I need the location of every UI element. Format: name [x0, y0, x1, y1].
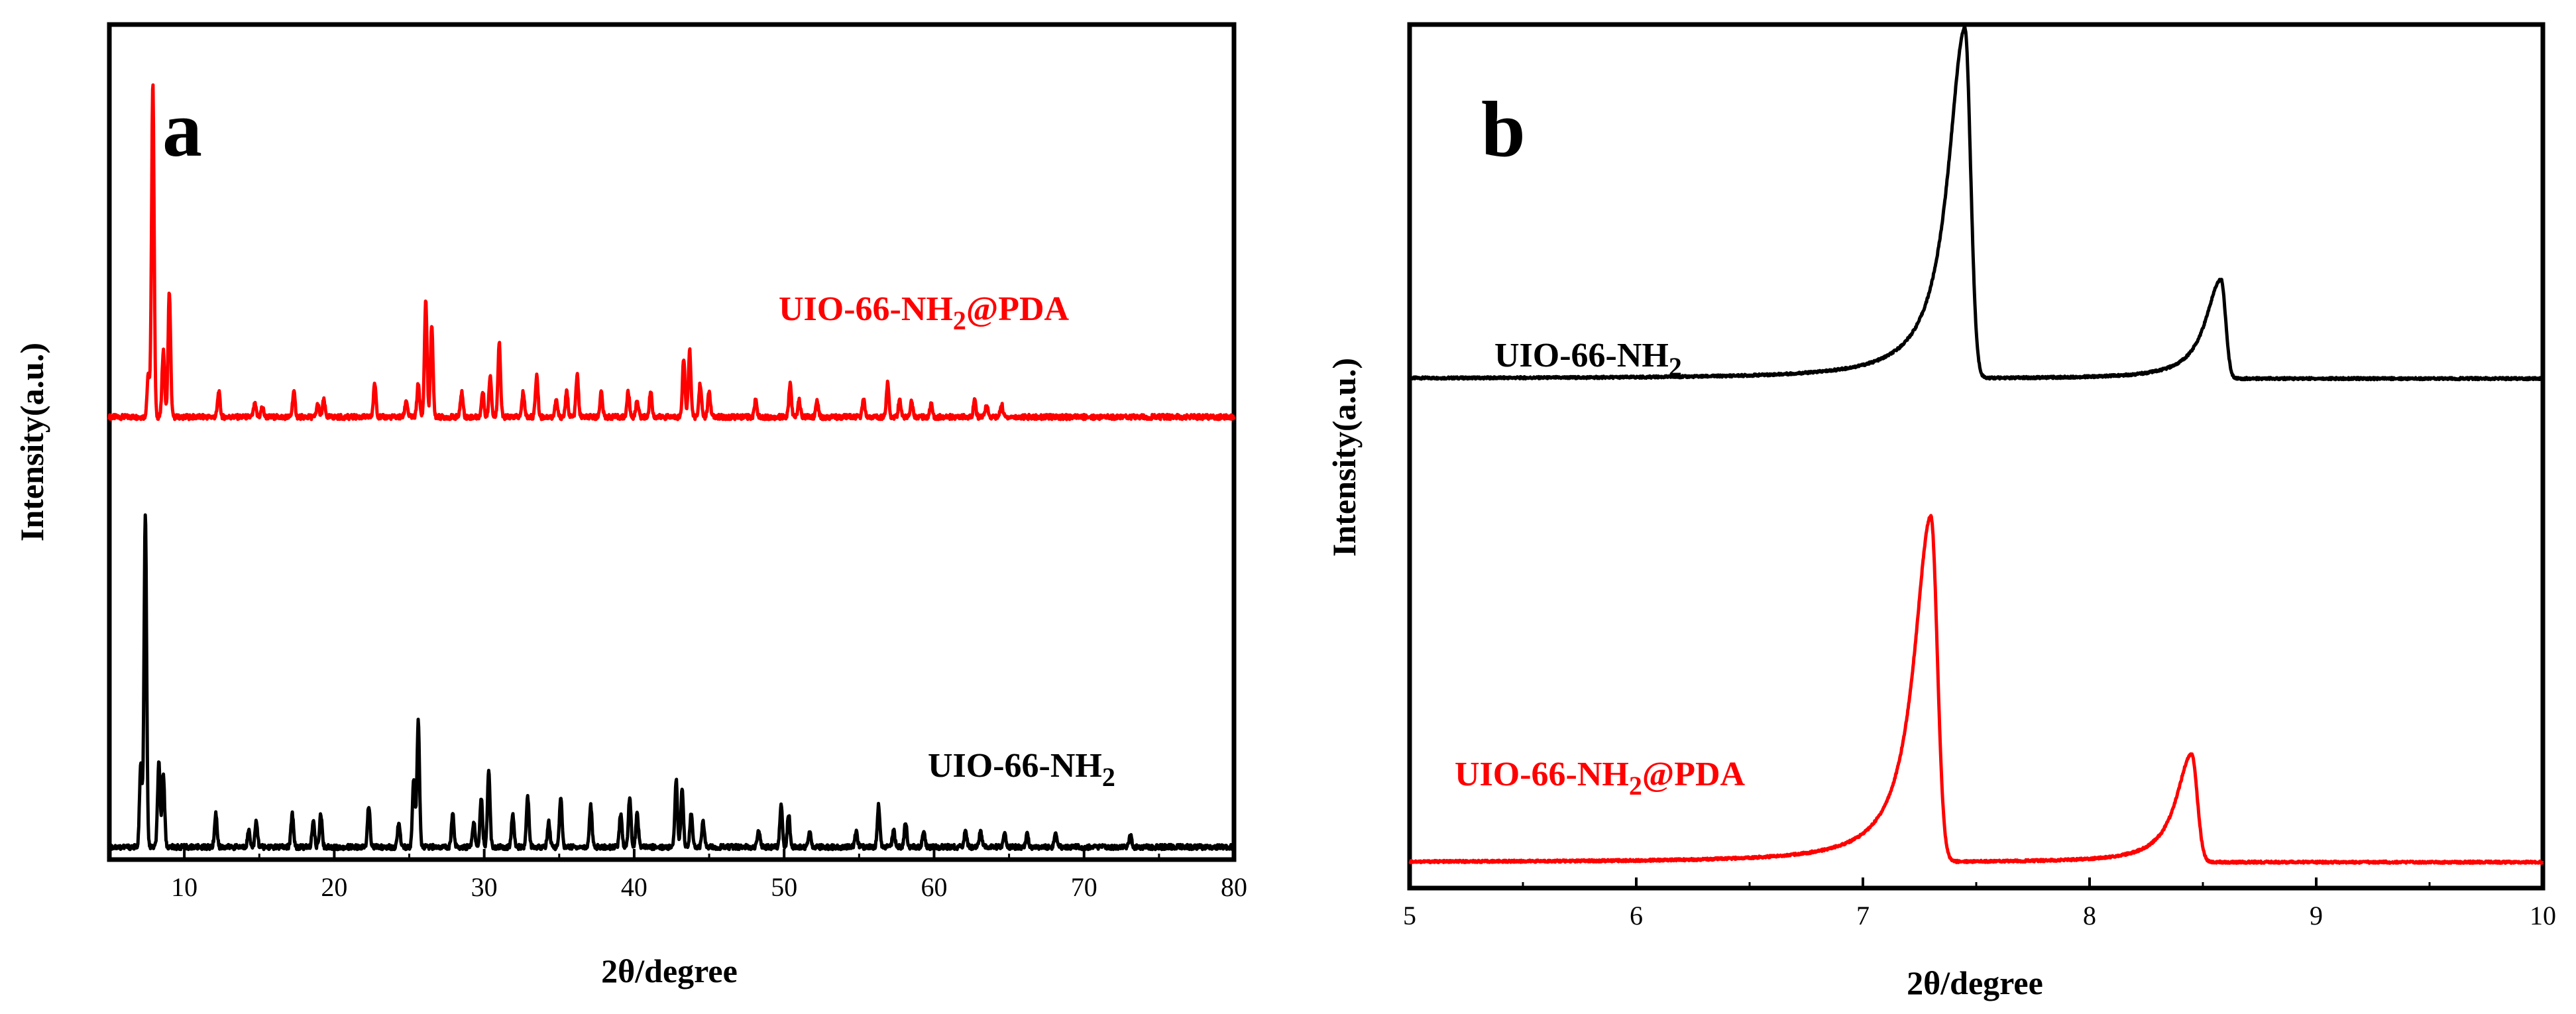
x-tick-label: 80 [1221, 872, 1247, 902]
panel-b-label-uio66nh2: UIO-66-NH2 [1494, 337, 1682, 382]
x-tick-label: 60 [921, 872, 947, 902]
panel-a-x-ticks: 10 20 30 40 50 60 70 80 [108, 849, 1247, 902]
series-line-uio-66-nh2-pda [1408, 514, 2544, 865]
x-tick-label: 7 [1856, 901, 1870, 930]
panel-b-series [1408, 25, 2544, 865]
panel-a-series [107, 83, 1236, 852]
panel-a-label: a [162, 85, 202, 173]
x-tick-label: 6 [1630, 901, 1643, 930]
series-line-uio-66-nh2 [108, 513, 1236, 852]
panel-b-y-axis-label: Intensity(a.u.) [1325, 358, 1363, 557]
x-tick-label: 20 [321, 872, 347, 902]
x-tick-label: 10 [171, 872, 197, 902]
x-tick-label: 9 [2310, 901, 2323, 930]
x-tick-label: 30 [471, 872, 498, 902]
panel-b-label-uio66nh2-pda: UIO-66-NH2@PDA [1455, 756, 1746, 801]
panel-a-label-uio66nh2-pda: UIO-66-NH2@PDA [779, 290, 1070, 335]
x-tick-label: 8 [2083, 901, 2096, 930]
panel-a-y-axis-label: Intensity(a.u.) [13, 343, 50, 541]
panel-a-x-axis-label: 2θ/degree [601, 952, 738, 989]
panel-a-plot-frame [107, 22, 1237, 862]
x-tick-label: 5 [1403, 901, 1416, 930]
panel-a-label-uio66nh2: UIO-66-NH2 [928, 747, 1115, 792]
x-tick-label: 40 [621, 872, 647, 902]
panel-b-x-axis-label: 2θ/degree [1907, 964, 2043, 1001]
x-tick-label: 10 [2530, 901, 2556, 930]
x-tick-label: 50 [771, 872, 797, 902]
series-line-uio-66-nh2-pda [107, 83, 1236, 422]
panel-a: a 10 20 30 40 50 60 70 80 2θ/degree Intensity(a… [13, 22, 1247, 989]
series-line-uio-66-nh2 [1408, 25, 2544, 382]
panel-b: b 5 6 7 8 9 10 2θ/degree Intensity(a.u.) UIO-… [1325, 22, 2556, 1001]
panel-b-x-ticks: 5 6 7 8 9 10 [1403, 877, 2556, 930]
x-tick-label: 70 [1071, 872, 1097, 902]
panel-b-label: b [1481, 85, 1526, 173]
